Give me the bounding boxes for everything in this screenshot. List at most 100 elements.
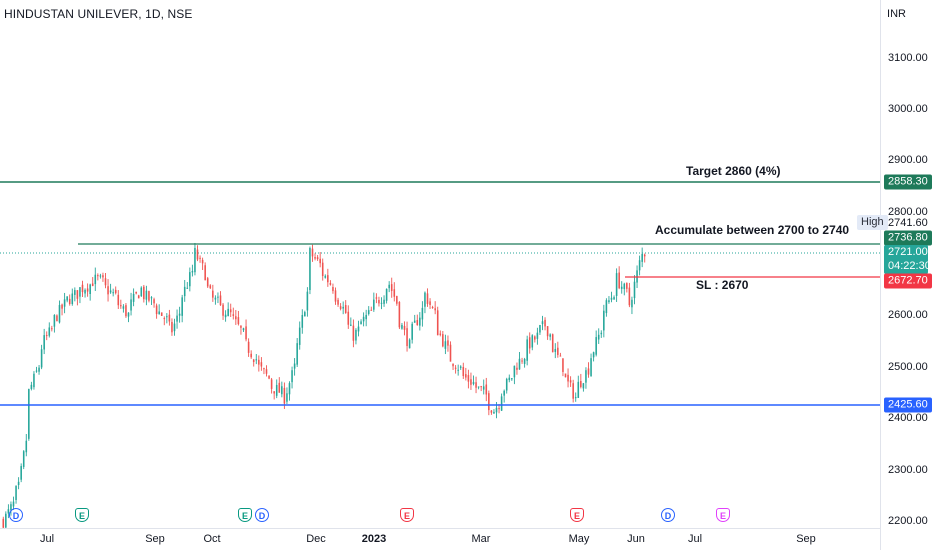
candle-up	[28, 389, 30, 439]
candle-down	[204, 265, 206, 281]
candle-up	[638, 260, 641, 271]
candle-up	[444, 341, 447, 349]
candle-up	[605, 300, 608, 314]
candle-down	[76, 290, 79, 299]
candle-up	[25, 440, 28, 453]
candle-down	[442, 334, 444, 347]
candle-down	[51, 328, 53, 330]
candle-up	[176, 315, 178, 322]
candle-down	[406, 328, 408, 347]
candle-up	[385, 288, 388, 301]
candle-down	[321, 262, 324, 277]
stop-loss-annotation[interactable]: SL : 2670	[696, 278, 749, 292]
candle-down	[270, 379, 273, 389]
dividend-marker-icon[interactable]: D	[255, 508, 269, 522]
candle-down	[104, 278, 107, 286]
dividend-marker-icon[interactable]: D	[9, 508, 23, 522]
candle-up	[288, 383, 291, 395]
candle-down	[196, 249, 199, 260]
candle-up	[472, 381, 475, 385]
time-tick: Sep	[796, 533, 816, 545]
dividend-marker-icon[interactable]: D	[661, 508, 675, 522]
accumulate-annotation[interactable]: Accumulate between 2700 to 2740	[655, 223, 850, 237]
candle-down	[252, 359, 255, 363]
candle-up	[227, 308, 229, 317]
candle-up	[293, 363, 296, 369]
candlestick-plot[interactable]	[0, 0, 880, 528]
candle-up	[539, 324, 541, 333]
candle-down	[273, 391, 275, 394]
candle-down	[572, 383, 574, 399]
candle-down	[344, 305, 347, 313]
candle-up	[48, 327, 51, 336]
candle-up	[623, 283, 626, 290]
earnings-marker-icon[interactable]: E	[716, 508, 730, 522]
candle-down	[311, 248, 314, 257]
target-annotation[interactable]: Target 2860 (4%)	[686, 164, 781, 178]
candle-down	[114, 289, 117, 294]
candle-up	[526, 339, 528, 361]
candle-down	[390, 284, 393, 291]
candle-down	[337, 299, 339, 305]
candle-down	[626, 283, 628, 289]
price-axis-border	[880, 0, 881, 550]
candle-down	[148, 291, 150, 301]
candle-up	[255, 359, 258, 361]
candle-up	[603, 310, 605, 331]
candle-down	[143, 286, 145, 300]
time-tick: Sep	[145, 533, 165, 545]
candle-down	[564, 373, 567, 378]
candle-down	[528, 337, 531, 349]
candle-down	[222, 304, 224, 316]
candle-up	[531, 335, 534, 348]
candle-up	[178, 313, 181, 316]
candle-up	[189, 272, 191, 287]
candle-up	[217, 296, 219, 298]
time-tick: Jul	[39, 533, 55, 545]
time-tick: Jun	[627, 533, 645, 545]
time-tick: May	[568, 533, 590, 545]
candle-down	[393, 289, 396, 297]
candle-up	[493, 411, 495, 414]
candle-down	[439, 333, 442, 335]
candle-up	[17, 481, 20, 486]
candle-up	[592, 352, 595, 358]
candle-down	[431, 307, 434, 309]
earnings-marker-icon[interactable]: E	[238, 508, 252, 522]
candle-up	[53, 314, 56, 327]
candle-down	[245, 326, 247, 340]
candle-up	[613, 297, 615, 300]
time-tick: Mar	[471, 533, 491, 545]
candle-up	[411, 323, 413, 340]
candle-up	[94, 274, 97, 285]
candle-up	[301, 314, 304, 328]
bar-countdown: 04:22:30	[888, 260, 931, 272]
support-price-tag: 2425.60	[884, 397, 932, 413]
candle-up	[194, 247, 196, 273]
candle-up	[10, 504, 12, 511]
candle-down	[209, 285, 212, 289]
candle-up	[610, 297, 613, 300]
candle-down	[449, 344, 452, 362]
candle-up	[365, 314, 367, 320]
time-tick: Dec	[306, 533, 326, 545]
candle-up	[582, 383, 585, 389]
candle-down	[2, 518, 5, 528]
candle-up	[367, 310, 370, 315]
earnings-marker-icon[interactable]: E	[400, 508, 414, 522]
earnings-marker-icon[interactable]: E	[75, 508, 89, 522]
symbol-title[interactable]: HINDUSTAN UNILEVER, 1D, NSE	[4, 7, 193, 21]
time-tick: Jul	[687, 533, 703, 545]
candle-up	[298, 327, 301, 345]
earnings-marker-icon[interactable]: E	[570, 508, 584, 522]
candle-down	[434, 308, 436, 311]
candle-down	[557, 347, 559, 355]
candle-up	[401, 324, 403, 329]
candle-up	[281, 386, 283, 395]
candle-down	[153, 299, 155, 304]
candle-series	[2, 242, 646, 528]
candle-down	[447, 340, 449, 346]
candle-down	[229, 309, 232, 313]
candle-up	[309, 248, 311, 291]
